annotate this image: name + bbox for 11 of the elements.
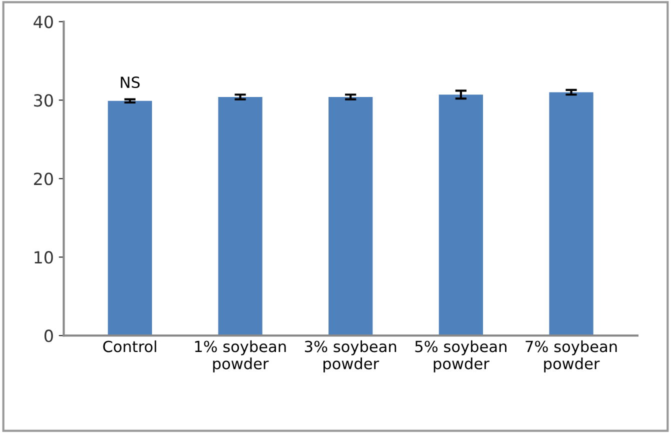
x-tick-label: 7% soybean powder	[526, 340, 617, 372]
y-tick-label: 40	[34, 16, 53, 28]
y-tick-label: 30	[34, 94, 53, 107]
x-tick-label: 1% soybean powder	[195, 340, 286, 372]
annotation: NS	[120, 76, 140, 88]
x-tick-label: Control	[103, 340, 156, 352]
y-tick-label: 0	[44, 330, 53, 342]
x-tick-label: 5% soybean powder	[415, 340, 506, 372]
y-tick-label: 20	[34, 172, 53, 186]
y-tick-label: 10	[34, 251, 53, 264]
x-tick-label: 3% soybean powder	[304, 340, 396, 372]
